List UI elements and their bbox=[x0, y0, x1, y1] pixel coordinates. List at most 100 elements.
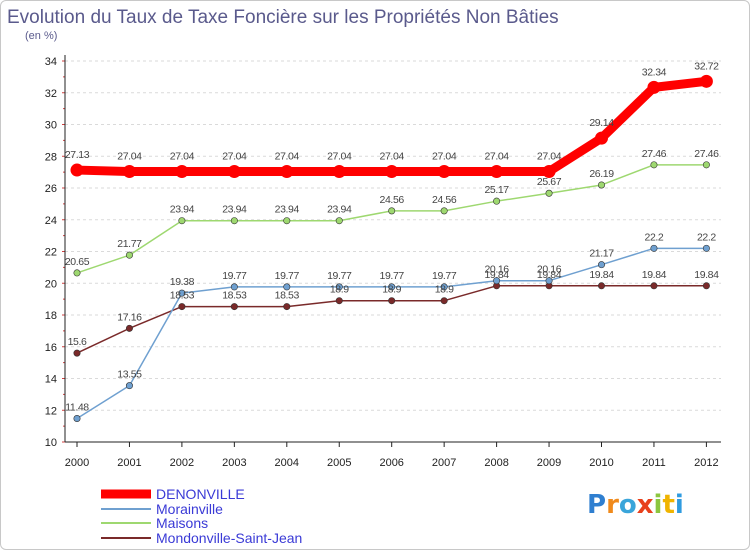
data-point bbox=[73, 269, 81, 277]
x-tick-label: 2005 bbox=[327, 457, 351, 469]
data-label: 13.55 bbox=[117, 369, 142, 381]
data-label: 19.84 bbox=[642, 269, 667, 281]
logo-letter: i bbox=[653, 490, 663, 520]
x-tick-label: 2007 bbox=[432, 457, 456, 469]
legend-label: Mondonville-Saint-Jean bbox=[156, 530, 302, 546]
y-tick-label: 32 bbox=[45, 88, 57, 100]
y-tick-label: 16 bbox=[45, 342, 57, 354]
data-point bbox=[493, 197, 501, 205]
data-label: 23.94 bbox=[327, 204, 352, 216]
data-point bbox=[230, 217, 238, 225]
data-point bbox=[122, 164, 136, 178]
data-label: 19.84 bbox=[589, 269, 614, 281]
data-label: 27.04 bbox=[432, 150, 457, 162]
data-label: 27.46 bbox=[642, 148, 667, 160]
data-point bbox=[490, 164, 504, 178]
data-point bbox=[73, 415, 81, 423]
data-point bbox=[440, 207, 448, 215]
y-tick-label: 30 bbox=[45, 120, 57, 132]
data-label: 27.04 bbox=[275, 150, 300, 162]
data-point bbox=[283, 217, 291, 225]
y-tick-label: 20 bbox=[45, 278, 57, 290]
data-point bbox=[702, 244, 710, 252]
data-label: 27.46 bbox=[694, 148, 719, 160]
chart-subtitle: (en %) bbox=[25, 30, 58, 42]
data-label: 29.14 bbox=[589, 117, 614, 129]
y-tick-label: 34 bbox=[45, 56, 57, 68]
data-point bbox=[388, 297, 396, 305]
data-point bbox=[175, 164, 189, 178]
data-point bbox=[125, 382, 133, 390]
data-point bbox=[70, 163, 84, 177]
x-tick-label: 2012 bbox=[694, 457, 718, 469]
data-label: 25.17 bbox=[484, 184, 509, 196]
data-label: 23.94 bbox=[170, 204, 195, 216]
legend-label: DENONVILLE bbox=[156, 486, 245, 502]
data-point bbox=[388, 207, 396, 215]
data-label: 27.04 bbox=[327, 150, 352, 162]
legend-label: Maisons bbox=[156, 515, 208, 531]
data-point bbox=[335, 297, 343, 305]
data-label: 18.53 bbox=[222, 290, 247, 302]
data-point bbox=[178, 303, 186, 311]
data-label: 32.72 bbox=[694, 60, 719, 72]
data-label: 20.65 bbox=[65, 256, 90, 268]
data-point bbox=[650, 161, 658, 169]
y-tick-label: 10 bbox=[45, 437, 57, 449]
data-label: 18.9 bbox=[435, 284, 454, 296]
x-tick-label: 2011 bbox=[642, 457, 666, 469]
data-point bbox=[545, 189, 553, 197]
data-label: 18.9 bbox=[382, 284, 401, 296]
x-tick-label: 2003 bbox=[222, 457, 246, 469]
y-tick-label: 28 bbox=[45, 151, 57, 163]
logo-letter: o bbox=[618, 490, 637, 520]
data-label: 11.48 bbox=[65, 402, 89, 414]
data-point bbox=[699, 74, 713, 88]
data-point bbox=[385, 164, 399, 178]
data-point bbox=[597, 282, 605, 290]
data-point bbox=[597, 261, 605, 269]
data-label: 18.53 bbox=[275, 290, 300, 302]
x-tick-label: 2008 bbox=[484, 457, 508, 469]
data-point bbox=[283, 303, 291, 311]
data-label: 27.04 bbox=[170, 150, 195, 162]
data-label: 23.94 bbox=[275, 204, 300, 216]
data-label: 27.04 bbox=[484, 150, 509, 162]
data-point bbox=[388, 283, 396, 291]
y-tick-label: 12 bbox=[45, 405, 57, 417]
data-label: 27.04 bbox=[380, 150, 405, 162]
data-point bbox=[595, 131, 608, 145]
data-label: 24.56 bbox=[380, 194, 405, 206]
data-point bbox=[73, 349, 81, 357]
data-point bbox=[335, 217, 343, 225]
data-label: 19.77 bbox=[432, 270, 457, 282]
data-point bbox=[230, 303, 238, 311]
data-label: 19.84 bbox=[694, 269, 719, 281]
data-point bbox=[650, 282, 658, 290]
data-label: 32.34 bbox=[642, 66, 667, 78]
x-tick-label: 2000 bbox=[65, 457, 89, 469]
data-label: 19.38 bbox=[170, 276, 195, 288]
x-tick-label: 2010 bbox=[589, 457, 613, 469]
data-label: 24.56 bbox=[432, 194, 457, 206]
data-point bbox=[650, 244, 658, 252]
x-tick-label: 2001 bbox=[117, 457, 141, 469]
data-point bbox=[178, 217, 186, 225]
data-label: 26.19 bbox=[589, 168, 614, 180]
y-tick-label: 18 bbox=[45, 310, 57, 322]
x-tick-label: 2006 bbox=[379, 457, 403, 469]
data-point bbox=[283, 283, 291, 291]
x-tick-label: 2002 bbox=[170, 457, 194, 469]
data-point bbox=[647, 80, 661, 94]
data-label: 19.77 bbox=[222, 270, 247, 282]
data-label: 18.53 bbox=[170, 290, 195, 302]
data-label: 15.6 bbox=[68, 336, 87, 348]
data-label: 22.2 bbox=[645, 231, 664, 243]
y-tick-label: 26 bbox=[45, 183, 57, 195]
data-point bbox=[335, 283, 343, 291]
data-point bbox=[125, 251, 133, 259]
data-point bbox=[702, 282, 710, 290]
data-label: 19.77 bbox=[380, 270, 405, 282]
data-label: 19.84 bbox=[484, 269, 509, 281]
